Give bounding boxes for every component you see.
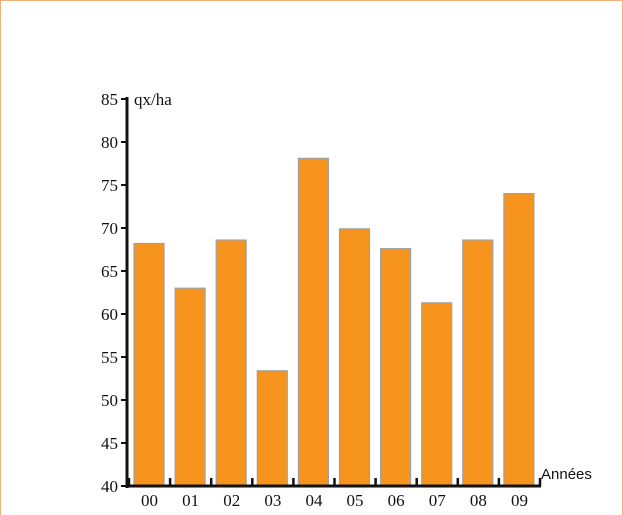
y-tick-label-80: 80	[101, 133, 118, 152]
y-tick-label-85: 85	[101, 90, 118, 109]
bar-03	[256, 370, 288, 487]
x-category-label-05: 05	[347, 491, 364, 510]
x-category-label-04: 04	[305, 491, 323, 510]
y-tick-label-75: 75	[101, 176, 118, 195]
y-tick-label-55: 55	[101, 348, 118, 367]
x-category-label-01: 01	[182, 491, 199, 510]
x-category-label-09: 09	[511, 491, 528, 510]
x-axis-title: Années	[541, 466, 592, 483]
x-category-label-00: 00	[141, 491, 158, 510]
y-tick-label-70: 70	[101, 219, 118, 238]
y-ticks-group: 40 45 50 55 60 65 70 75 80 85	[101, 90, 127, 496]
bar-05	[338, 228, 371, 487]
bar-08	[462, 239, 494, 487]
bars-group	[133, 157, 535, 487]
x-category-label-08: 08	[470, 491, 487, 510]
y-axis-unit-label: qx/ha	[134, 90, 172, 109]
bar-04	[297, 157, 329, 487]
bar-01	[174, 287, 206, 487]
bar-02	[215, 239, 247, 487]
y-tick-label-45: 45	[101, 434, 118, 453]
x-category-label-06: 06	[388, 491, 405, 510]
y-tick-label-60: 60	[101, 305, 118, 324]
x-ticks-group: 00 01 02 03 04 05 06 07 08 09	[127, 478, 542, 510]
bar-00	[133, 242, 165, 487]
y-tick-label-40: 40	[101, 477, 118, 496]
x-category-label-02: 02	[223, 491, 240, 510]
bar-06	[380, 248, 412, 487]
y-tick-label-50: 50	[101, 391, 118, 410]
bar-07	[421, 302, 453, 487]
y-tick-label-65: 65	[101, 262, 118, 281]
x-category-label-07: 07	[429, 491, 447, 510]
bar-09	[503, 193, 535, 487]
x-category-label-03: 03	[264, 491, 281, 510]
